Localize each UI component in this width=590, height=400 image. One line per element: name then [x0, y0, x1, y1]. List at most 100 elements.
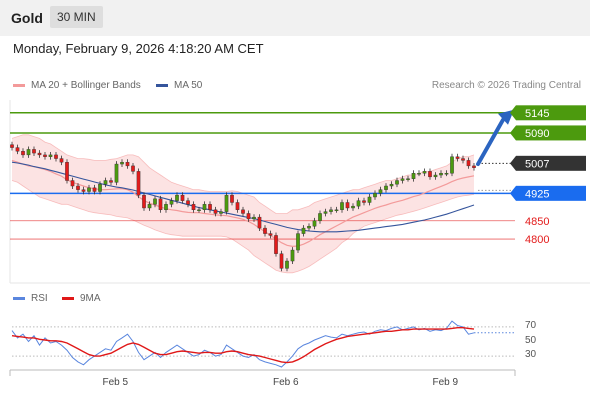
legend-ma50: MA 50 — [156, 80, 202, 91]
bollinger-bands — [11, 134, 475, 274]
candle-body-51 — [290, 249, 295, 262]
level-label-pointer-4925 — [510, 185, 516, 201]
legend-bollinger: MA 20 + Bollinger Bands — [13, 80, 141, 91]
rsi-9ma-line — [11, 327, 475, 364]
level-label-pointer-5090 — [510, 125, 516, 141]
candle-body-41 — [235, 202, 240, 210]
candle-body-11 — [70, 180, 75, 187]
legend-9ma-label: 9MA — [80, 293, 101, 304]
candle-body-0 — [10, 144, 14, 148]
legend-ma50-label: MA 50 — [174, 80, 203, 91]
level-label-5007: 5007 — [525, 158, 549, 170]
candle-body-49 — [279, 253, 284, 269]
candle-body-4 — [32, 149, 36, 154]
candle-body-68 — [384, 185, 388, 190]
candle-body-59 — [334, 209, 339, 212]
candle-body-78 — [439, 172, 443, 176]
candle-body-50 — [285, 260, 289, 269]
projection-arrow-shaft — [476, 117, 505, 167]
x-tick-feb-6: Feb 6 — [273, 377, 299, 388]
bollinger-band-area — [12, 134, 474, 273]
candle-body-3 — [26, 149, 31, 156]
candle-body-60 — [340, 202, 344, 210]
candle-body-5 — [37, 152, 42, 156]
candle-body-20 — [120, 162, 124, 165]
candle-body-43 — [246, 213, 251, 220]
candle-body-82 — [461, 158, 465, 161]
legend-bollinger-label: MA 20 + Bollinger Bands — [31, 80, 141, 91]
candle-body-1 — [15, 147, 20, 152]
candle-body-71 — [400, 178, 405, 181]
candle-body-70 — [395, 180, 399, 185]
level-label-4850: 4850 — [525, 216, 549, 228]
candle-body-62 — [351, 205, 355, 209]
candle-body-25 — [147, 204, 152, 209]
x-tick-feb-9: Feb 9 — [432, 377, 459, 388]
legend-rsi-swatch — [13, 297, 25, 300]
candle-body-31 — [180, 194, 185, 201]
candle-body-66 — [373, 193, 377, 198]
candle-body-38 — [219, 211, 223, 214]
candle-body-73 — [411, 172, 416, 179]
candle-body-72 — [406, 178, 410, 180]
candle-body-35 — [202, 204, 207, 210]
credit-text: Research © 2026 Trading Central — [431, 80, 581, 91]
legend-rsi: RSI — [13, 293, 48, 304]
level-label-bg-5145 — [516, 105, 586, 121]
candle-body-26 — [153, 198, 157, 205]
candle-body-45 — [257, 216, 262, 229]
candle-body-18 — [109, 180, 113, 183]
candle-body-19 — [114, 163, 119, 183]
level-labels: 5145 5090 5007 4925 4850 4800 — [510, 105, 586, 246]
candle-body-16 — [98, 183, 102, 192]
candle-body-34 — [197, 209, 201, 212]
legend-rsi-label: RSI — [31, 293, 48, 304]
candle-body-81 — [455, 156, 460, 159]
candle-body-54 — [307, 226, 311, 229]
candle-body-80 — [450, 156, 454, 174]
candle-body-23 — [136, 171, 141, 196]
rsi-y-tick-30: 30 — [525, 349, 537, 361]
candle-body-40 — [230, 194, 234, 203]
candle-body-76 — [428, 171, 432, 178]
level-label-5145: 5145 — [525, 108, 549, 120]
candle-body-22 — [131, 165, 135, 172]
level-label-pointer-5145 — [510, 105, 516, 121]
candle-body-79 — [444, 172, 449, 175]
candle-body-14 — [87, 187, 91, 192]
level-label-bg-5090 — [516, 125, 586, 141]
candle-body-61 — [345, 202, 350, 209]
legend-ma50-swatch — [156, 84, 168, 87]
rsi-y-tick-50: 50 — [525, 334, 537, 346]
candle-body-27 — [158, 198, 163, 211]
candle-body-63 — [356, 200, 361, 207]
candle-body-55 — [312, 220, 317, 227]
candle-body-47 — [268, 233, 273, 236]
candle-body-83 — [466, 160, 471, 167]
instrument-title: Gold — [11, 10, 43, 26]
candle-body-69 — [389, 183, 394, 187]
candle-body-13 — [81, 189, 86, 192]
candle-body-48 — [274, 235, 278, 254]
candle-body-12 — [76, 185, 80, 190]
candle-body-6 — [43, 154, 47, 157]
ma50-line — [11, 161, 475, 233]
candle-body-52 — [296, 233, 300, 251]
candle-body-2 — [21, 151, 25, 156]
candle-body-33 — [191, 204, 196, 210]
candle-body-65 — [367, 196, 372, 203]
level-label-4800: 4800 — [525, 234, 549, 246]
candlesticks — [10, 141, 476, 272]
timeframe-button[interactable]: 30 MIN — [50, 6, 103, 28]
chart-datetime: Monday, February 9, 2026 4:18:20 AM CET — [13, 41, 264, 56]
legend-9ma: 9MA — [62, 293, 101, 304]
candle-body-53 — [301, 227, 306, 234]
candle-body-74 — [417, 172, 421, 175]
candle-body-42 — [241, 209, 245, 214]
candle-body-39 — [224, 194, 229, 212]
level-label-bg-5007 — [516, 155, 586, 171]
candle-body-7 — [48, 154, 53, 157]
candle-body-37 — [213, 209, 218, 214]
candle-body-21 — [125, 162, 130, 167]
